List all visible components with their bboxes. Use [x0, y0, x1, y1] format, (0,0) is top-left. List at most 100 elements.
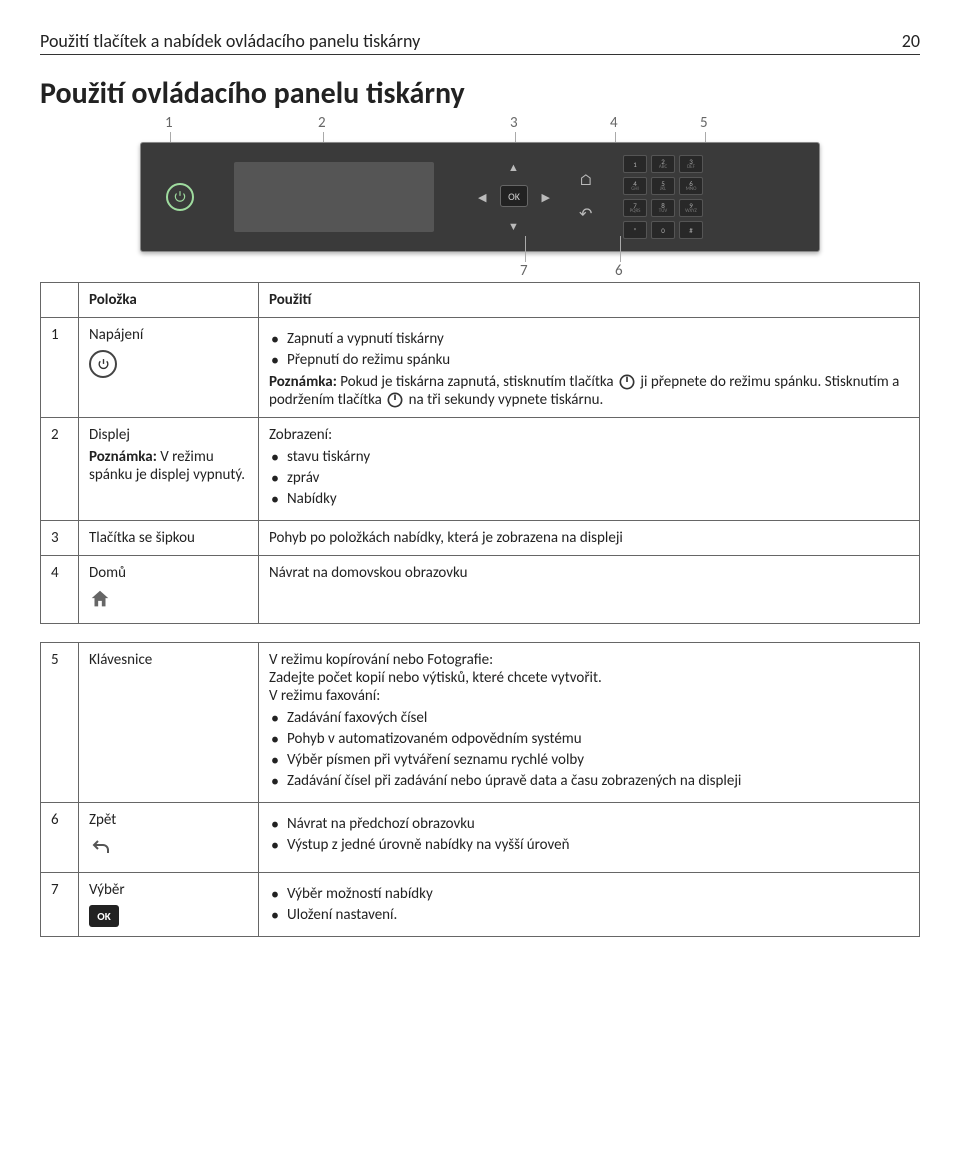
controls-table-2: 5 Klávesnice V režimu kopírování nebo Fo… — [40, 642, 920, 937]
controls-table-1: Položka Použití 1 Napájení Zapnutí a vyp… — [40, 282, 920, 624]
keypad-key: 4GHI — [623, 177, 647, 195]
table-row: 6 Zpět Návrat na předchozí obrazovku Výs… — [41, 803, 920, 873]
row3-num: 3 — [41, 521, 79, 556]
panel-arrow-cluster: ▲ ▼ ◀ ▶ OK — [474, 157, 554, 237]
row5-b2: Pohyb v automatizovaném odpovědním systé… — [269, 730, 909, 748]
row2-b3: Nabídky — [269, 490, 909, 508]
section-heading: Použití ovládacího panelu tiskárny — [40, 75, 920, 112]
keypad-key: 5JKL — [651, 177, 675, 195]
page-header: Použití tlačítek a nabídek ovládacího pa… — [40, 30, 920, 55]
th-use: Použití — [259, 283, 920, 318]
power-icon — [89, 350, 248, 378]
row6-item: Zpět — [79, 803, 259, 873]
row2-lead: Zobrazení: — [269, 426, 909, 444]
row2-b2: zpráv — [269, 469, 909, 487]
row7-b1: Výběr možností nabídky — [269, 885, 909, 903]
home-icon — [89, 588, 248, 615]
row2-b1: stavu tiskárny — [269, 448, 909, 466]
row6-b2: Výstup z jedné úrovně nabídky na vyšší ú… — [269, 836, 909, 854]
row7-num: 7 — [41, 873, 79, 937]
panel-display — [234, 162, 434, 232]
arrow-up-icon: ▲ — [508, 161, 519, 174]
table-row: 2 Displej Poznámka: V režimu spánku je d… — [41, 418, 920, 521]
ok-label: OK — [89, 905, 119, 927]
keypad-key: 8TUV — [651, 199, 675, 217]
row7-item: Výběr OK — [79, 873, 259, 937]
row1-b1: Zapnutí a vypnutí tiskárny — [269, 330, 909, 348]
row3-name: Tlačítka se šipkou — [79, 521, 259, 556]
row2-subnote: Poznámka: V režimu spánku je displej vyp… — [89, 448, 248, 484]
row2-use: Zobrazení: stavu tiskárny zpráv Nabídky — [259, 418, 920, 521]
keypad-key: 7PQRS — [623, 199, 647, 217]
row5-b1: Zadávání faxových čísel — [269, 709, 909, 727]
row4-num: 4 — [41, 556, 79, 624]
panel-icon-column: ⌂ ↶ — [579, 171, 593, 224]
row1-b2: Přepnutí do režimu spánku — [269, 351, 909, 369]
keypad-key: 9WXYZ — [679, 199, 703, 217]
arrow-right-icon: ▶ — [542, 191, 550, 204]
row5-line3: V režimu faxování: — [269, 687, 909, 705]
keypad-key: 3DEF — [679, 155, 703, 173]
keypad-key: 2ABC — [651, 155, 675, 173]
row1-item: Napájení — [79, 318, 259, 418]
row5-lead: V režimu kopírování nebo Fotografie: — [269, 651, 909, 669]
row4-use: Návrat na domovskou obrazovku — [259, 556, 920, 624]
row6-num: 6 — [41, 803, 79, 873]
arrow-down-icon: ▼ — [508, 220, 519, 233]
table-row: 4 Domů Návrat na domovskou obrazovku — [41, 556, 920, 624]
table-row: 7 Výběr OK Výběr možností nabídky Uložen… — [41, 873, 920, 937]
keypad-key: # — [679, 221, 703, 239]
printer-panel-figure: 1 2 3 4 5 ▲ ▼ ◀ ▶ OK ⌂ ↶ 12ABC3DEF4GHI5J… — [140, 142, 820, 252]
th-blank — [41, 283, 79, 318]
row1-num: 1 — [41, 318, 79, 418]
note-label: Poznámka: — [269, 373, 337, 391]
table-row: 3 Tlačítka se šipkou Pohyb po položkách … — [41, 521, 920, 556]
arrow-left-icon: ◀ — [478, 191, 486, 204]
keypad-key: 1 — [623, 155, 647, 173]
row6-use: Návrat na předchozí obrazovku Výstup z j… — [259, 803, 920, 873]
panel-keypad: 12ABC3DEF 4GHI5JKL6MNO 7PQRS8TUV9WXYZ *0# — [623, 155, 703, 239]
callout-7: 7 — [520, 262, 528, 280]
row1-note: Poznámka: Pokud je tiskárna zapnutá, sti… — [269, 373, 909, 409]
row5-line2: Zadejte počet kopií nebo výtisků, které … — [269, 669, 909, 687]
power-inline-icon — [387, 392, 403, 408]
row5-name: Klávesnice — [79, 643, 259, 803]
keypad-key: 6MNO — [679, 177, 703, 195]
row5-b3: Výběr písmen při vytváření seznamu rychl… — [269, 751, 909, 769]
row5-b4: Zadávání čísel při zadávání nebo úpravě … — [269, 772, 909, 790]
row6-b1: Návrat na předchozí obrazovku — [269, 815, 909, 833]
row6-name: Zpět — [89, 811, 248, 829]
callout-2: 2 — [318, 114, 326, 132]
callout-1: 1 — [165, 114, 173, 132]
row2-item: Displej Poznámka: V režimu spánku je dis… — [79, 418, 259, 521]
row4-name: Domů — [89, 564, 248, 582]
keypad-key: 0 — [651, 221, 675, 239]
row1-use: Zapnutí a vypnutí tiskárny Přepnutí do r… — [259, 318, 920, 418]
table-row: 1 Napájení Zapnutí a vypnutí tiskárny Př… — [41, 318, 920, 418]
row2-name: Displej — [89, 426, 248, 444]
row1-note-c: na tři sekundy vypnete tiskárnu. — [409, 391, 604, 409]
callout-5: 5 — [700, 114, 708, 132]
ok-icon: OK — [89, 905, 248, 927]
row1-note-a: Pokud je tiskárna zapnutá, stisknutím tl… — [340, 373, 613, 391]
row3-use: Pohyb po položkách nabídky, která je zob… — [259, 521, 920, 556]
callout-4: 4 — [610, 114, 618, 132]
page-number: 20 — [902, 30, 920, 52]
back-icon — [89, 835, 248, 864]
panel-ok-button: OK — [500, 185, 528, 207]
row1-name: Napájení — [89, 326, 248, 344]
keypad-key: * — [623, 221, 647, 239]
row2-num: 2 — [41, 418, 79, 521]
table-row: 5 Klávesnice V režimu kopírování nebo Fo… — [41, 643, 920, 803]
row5-num: 5 — [41, 643, 79, 803]
note-label: Poznámka: — [89, 448, 157, 466]
row7-name: Výběr — [89, 881, 248, 899]
row7-use: Výběr možností nabídky Uložení nastavení… — [259, 873, 920, 937]
callout-3: 3 — [510, 114, 518, 132]
panel-power-button — [166, 183, 194, 211]
printer-panel-body: ▲ ▼ ◀ ▶ OK ⌂ ↶ 12ABC3DEF 4GHI5JKL6MNO 7PQR… — [140, 142, 820, 252]
row4-item: Domů — [79, 556, 259, 624]
row5-use: V režimu kopírování nebo Fotografie: Zad… — [259, 643, 920, 803]
header-title: Použití tlačítek a nabídek ovládacího pa… — [40, 30, 420, 52]
back-icon: ↶ — [579, 204, 593, 224]
